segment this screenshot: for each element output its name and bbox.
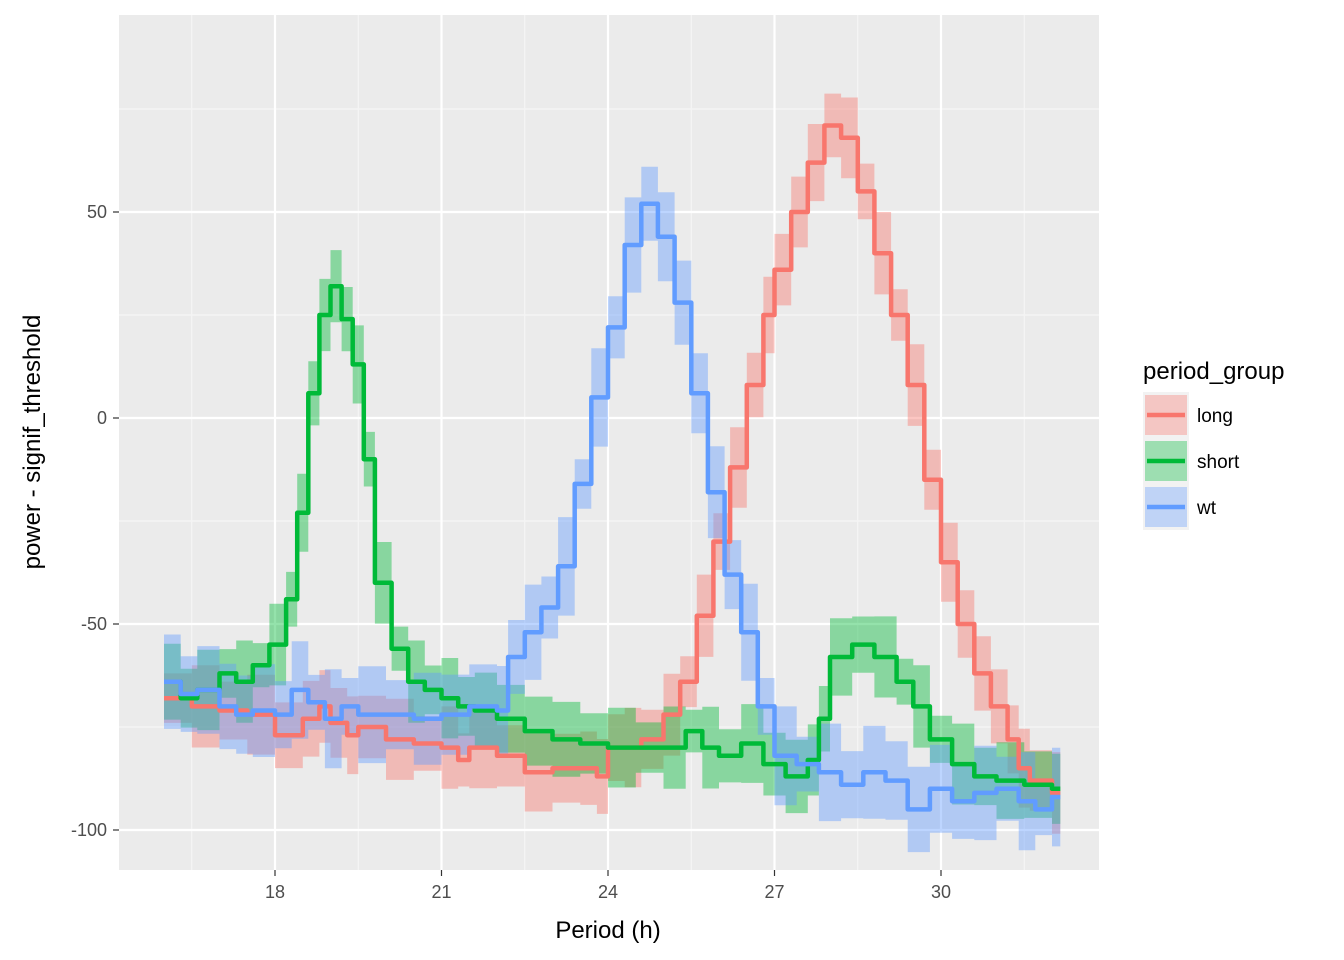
x-axis-ticks: 18 21 24 27 30: [265, 870, 951, 902]
legend-title: period_group: [1143, 358, 1284, 385]
line-short: [164, 283, 1061, 792]
x-axis-title: Period (h): [555, 917, 660, 944]
y-axis-ticks: -100 -50 0 50: [71, 202, 119, 840]
band-short: [164, 250, 1061, 824]
legend-label-short: short: [1197, 452, 1240, 473]
y-tick-label: -100: [71, 820, 107, 840]
y-tick-label: 0: [97, 408, 107, 428]
x-tick-label: 18: [265, 882, 285, 902]
y-tick-label: 50: [87, 202, 107, 222]
x-tick-label: 30: [931, 882, 951, 902]
y-tick-label: -50: [81, 614, 107, 634]
y-axis-title: power - signif_threshold: [19, 315, 46, 570]
band-wt: [164, 166, 1061, 853]
line-wt: [164, 201, 1061, 812]
series-lines: [164, 123, 1061, 812]
x-tick-label: 27: [764, 882, 784, 902]
legend-label-long: long: [1197, 406, 1233, 427]
confidence-bands: [164, 93, 1061, 853]
legend-label-wt: wt: [1196, 498, 1217, 519]
line-long: [164, 123, 1061, 796]
x-tick-label: 24: [598, 882, 618, 902]
x-tick-label: 21: [431, 882, 451, 902]
legend: period_group long short wt: [1143, 358, 1284, 530]
